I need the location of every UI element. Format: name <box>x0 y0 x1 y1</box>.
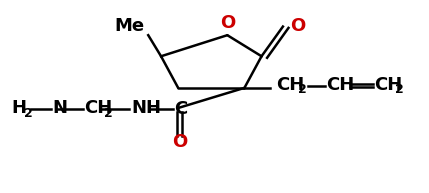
Text: Me: Me <box>114 17 144 35</box>
Text: 2: 2 <box>104 107 113 120</box>
Text: N: N <box>52 99 67 117</box>
Text: 2: 2 <box>298 83 307 96</box>
Text: O: O <box>290 17 305 35</box>
Text: 2: 2 <box>395 83 404 96</box>
Text: CH: CH <box>374 76 402 94</box>
Text: O: O <box>172 133 187 151</box>
Text: CH: CH <box>84 99 112 117</box>
Text: CH: CH <box>277 76 305 94</box>
Text: CH: CH <box>326 76 355 94</box>
Text: H: H <box>12 99 27 117</box>
Text: C: C <box>174 100 187 118</box>
Text: 2: 2 <box>24 107 33 120</box>
Text: NH: NH <box>131 99 161 117</box>
Text: O: O <box>220 14 235 32</box>
